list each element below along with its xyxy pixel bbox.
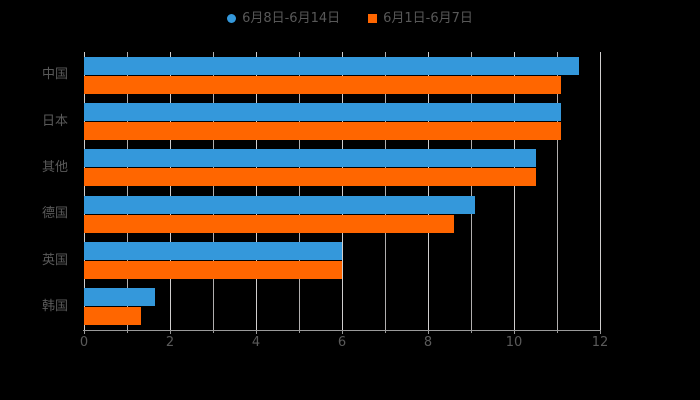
x-tick-label: 8: [423, 335, 433, 350]
x-tick-mark-minor: [471, 330, 472, 333]
legend-label-series-1: 6月8日-6月14日: [242, 10, 341, 26]
y-tick-label: 英国: [41, 252, 68, 268]
x-tick-mark: [428, 330, 429, 334]
gridline-major: [342, 52, 343, 330]
gridline-minor: [385, 52, 386, 330]
gridline-major: [600, 52, 601, 330]
x-tick-mark: [170, 330, 171, 334]
y-tick-label: 日本: [41, 113, 68, 129]
legend-label-series-2: 6月1日-6月7日: [383, 10, 473, 26]
gridline-minor: [213, 52, 214, 330]
bar[interactable]: [84, 103, 562, 121]
gridline-major: [428, 52, 429, 330]
gridline-minor: [557, 52, 558, 330]
y-axis-labels: 中国日本其他德国英国韩国: [0, 52, 78, 330]
legend-marker-circle-icon: [227, 13, 237, 23]
x-tick-mark-minor: [385, 330, 386, 333]
x-tick-mark: [600, 330, 601, 334]
x-tick-mark-minor: [213, 330, 214, 333]
gridline-minor: [299, 52, 300, 330]
x-tick-label: 12: [591, 335, 609, 350]
x-tick-mark: [514, 330, 515, 334]
x-tick-label: 4: [251, 335, 261, 350]
x-tick-mark-minor: [557, 330, 558, 333]
y-tick-label: 韩国: [41, 298, 68, 314]
gridline-major: [256, 52, 257, 330]
legend-marker-square-icon: [368, 13, 378, 23]
chart-legend: 6月8日-6月14日 6月1日-6月7日: [0, 6, 700, 30]
gridline-minor: [127, 52, 128, 330]
bar[interactable]: [84, 195, 476, 214]
bar[interactable]: [84, 168, 536, 187]
bar[interactable]: [84, 122, 562, 140]
x-tick-label: 6: [337, 335, 347, 350]
legend-item-series-2[interactable]: 6月1日-6月7日: [368, 12, 473, 25]
x-axis-labels: 0 2 4 6 8 10 12: [0, 336, 700, 360]
bar[interactable]: [84, 149, 536, 168]
y-axis-line: [84, 52, 85, 330]
bar[interactable]: [84, 75, 562, 94]
gridline-minor: [471, 52, 472, 330]
bar[interactable]: [84, 56, 579, 75]
x-tick-mark: [342, 330, 343, 334]
x-tick-mark: [256, 330, 257, 334]
y-tick-label: 德国: [41, 206, 68, 222]
plot-area: [83, 52, 601, 334]
gridline-major: [514, 52, 515, 330]
x-tick-mark-minor: [127, 330, 128, 333]
x-tick-label: 2: [165, 335, 175, 350]
bar[interactable]: [84, 288, 155, 307]
bar[interactable]: [84, 307, 142, 326]
legend-item-series-1[interactable]: 6月8日-6月14日: [227, 12, 340, 25]
x-tick-label: 10: [505, 335, 523, 350]
y-tick-label: 中国: [41, 67, 68, 83]
x-tick-label: 0: [79, 335, 89, 350]
x-tick-mark: [84, 330, 85, 334]
y-tick-label: 其他: [41, 159, 68, 175]
bar[interactable]: [84, 261, 342, 279]
bar[interactable]: [84, 214, 454, 233]
x-tick-mark-minor: [299, 330, 300, 333]
gridline-major: [170, 52, 171, 330]
bar[interactable]: [84, 242, 342, 260]
